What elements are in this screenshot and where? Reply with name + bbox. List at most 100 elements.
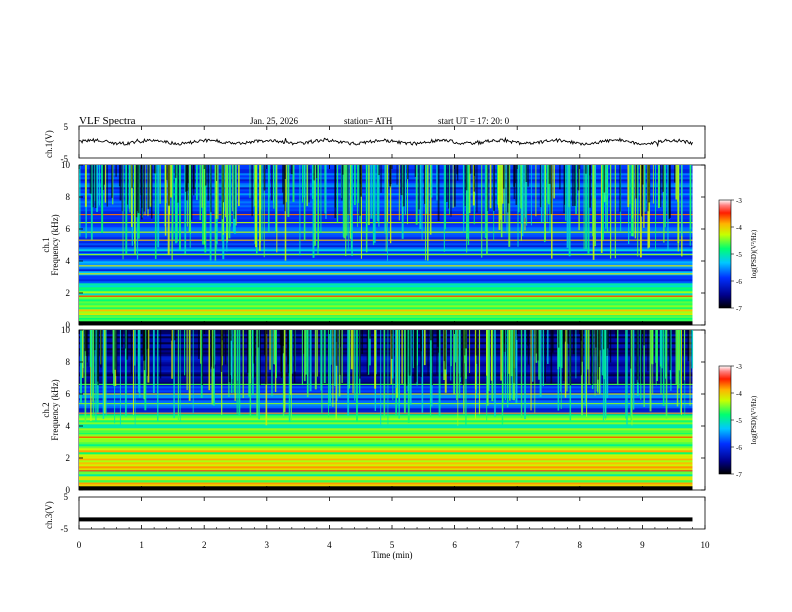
spectrogram-ch2-sferic <box>321 330 323 414</box>
spectrogram-ch2-dark-gap <box>230 330 232 341</box>
spectrogram-ch2-sferic <box>347 330 350 417</box>
spectrogram-ch1-sferic <box>386 165 389 222</box>
spectrogram-ch1-dark-gap <box>572 165 574 207</box>
spectrogram-ch1-sferic <box>520 165 522 209</box>
spectrogram-ch2-sferic <box>238 330 241 416</box>
spectrogram-ch2-dark-gap <box>93 330 96 351</box>
spectrogram-ch2-band <box>79 474 693 477</box>
spectrogram-ch1-sferic <box>285 165 287 203</box>
spectrogram-ch1-sferic <box>202 165 204 245</box>
spectrogram-ch1-sferic <box>378 165 380 227</box>
spectrogram-ch2-band <box>79 430 693 433</box>
spectrogram-ch2-band <box>79 382 693 385</box>
start-time-label: start UT = 17: 20: 0 <box>438 116 510 126</box>
spectrogram-ch1-sferic <box>489 165 492 209</box>
spectrogram-ch2-dark-gap <box>287 330 289 365</box>
spectrogram-ch1-sferic <box>345 165 347 256</box>
spectrogram-ch1-sferic <box>303 165 306 198</box>
spectrogram-ch1-band <box>79 297 693 300</box>
spectrogram-ch1-sferic <box>419 165 422 230</box>
spectrogram-ch2-dark-gap <box>602 330 605 350</box>
spectrogram-ch1-band <box>79 323 693 326</box>
spectrogram-ch2-sferic <box>625 330 627 419</box>
spectrogram-ch2-dark-gap <box>465 330 467 349</box>
spectrogram-ch1-sferic <box>312 165 315 258</box>
spectrogram-ch1-band <box>79 287 693 290</box>
spectrogram-ch2-sferic <box>306 330 309 393</box>
spectrogram-ch2-band <box>79 384 693 387</box>
spectrogram-ch1-dark-gap <box>507 165 509 213</box>
spectrogram-ch1-sferic <box>547 165 549 204</box>
spectrogram-ch1-dark-gap <box>585 165 587 174</box>
spectrogram-ch2-sferic <box>338 330 341 397</box>
spectrogram-ch1-sferic <box>592 165 595 260</box>
spectrogram-ch2-sferic <box>269 330 271 370</box>
spectrogram-ch2-dark-gap <box>569 330 572 386</box>
spectrogram-ch2-sferic <box>677 330 680 389</box>
spectrogram-ch2-dark-gap <box>527 330 530 365</box>
spectrogram-ch2-sferic <box>137 330 139 380</box>
spectrogram-ch2-dark-gap <box>607 330 610 349</box>
spectrogram-ch1-dark-gap <box>450 165 452 217</box>
spectrogram-ch2-sferic <box>643 330 645 407</box>
spectrogram-ch1-sferic <box>602 165 604 240</box>
spectrogram-ch1-sferic <box>568 165 571 257</box>
spectrogram-ch1-ylabel-freq: Frequency (kHz) <box>50 214 60 275</box>
colorbar-ch1-tick-label: -7 <box>736 305 742 313</box>
spectrogram-ch1-sferic <box>228 165 231 239</box>
spectrogram-ch1-sferic <box>385 165 387 252</box>
spectrogram-ch1-sferic <box>496 165 499 205</box>
spectrogram-ch2-dark-gap <box>263 330 266 355</box>
spectrogram-ch2-dark-gap <box>335 330 338 366</box>
spectrogram-ch1-dark-gap <box>187 165 189 184</box>
spectrogram-ch1-dark-gap <box>186 165 188 201</box>
spectrogram-ch1-signal-line <box>79 310 693 312</box>
spectrogram-ch2-signal-line <box>79 457 693 459</box>
colorbar-ch2-label: log(PSD)(V²/Hz) <box>750 395 758 444</box>
spectrogram-ch2-band <box>79 352 693 355</box>
spectrogram-ch1-band <box>79 313 693 316</box>
spectrogram-ch1-sferic <box>306 165 309 207</box>
spectrogram-ch1-dark-gap <box>527 165 529 187</box>
spectrogram-ch1-sferic <box>389 165 392 244</box>
spectrogram-ch1-sferic <box>354 165 356 205</box>
spectrogram-ch2-sferic <box>602 330 604 421</box>
spectrogram-ch2-dark-gap <box>615 330 617 339</box>
spectrogram-ch2-sferic <box>220 330 223 415</box>
spectrogram-ch2-sferic <box>494 330 496 417</box>
spectrogram-ch2-dark-gap <box>224 330 227 365</box>
x-tick-label: 7 <box>515 540 520 550</box>
spectrogram-ch2-sferic <box>233 330 236 393</box>
x-tick-label: 3 <box>265 540 270 550</box>
spectrogram-ch2-band <box>79 480 693 483</box>
spectrogram-ch2-sferic <box>134 330 136 366</box>
spectrogram-ch1-sferic <box>325 165 327 219</box>
spectrogram-ch2-sferic <box>383 330 386 417</box>
spectrogram-ch2-sferic <box>395 330 397 388</box>
spectrogram-ch2-dark-gap <box>562 330 565 382</box>
spectrogram-ch2-band <box>79 468 693 471</box>
spectrogram-ch2-band <box>79 484 693 487</box>
spectrogram-ch2-band <box>79 428 693 431</box>
waveform-ch3-line <box>79 517 693 522</box>
spectrogram-ch2-dark-gap <box>513 330 515 384</box>
spectrogram-ch1-band <box>79 255 693 258</box>
spectrogram-ch1-sferic <box>481 165 483 258</box>
spectrogram-ch2-sferic <box>530 330 532 411</box>
spectrogram-ch2-sferic <box>603 330 605 380</box>
spectrogram-ch1-dark-gap <box>131 165 133 189</box>
spectrogram-ch2-band <box>79 390 693 393</box>
spectrogram-ch2-band <box>79 478 693 481</box>
spectrogram-ch1-dark-gap <box>135 165 138 218</box>
spectrogram-ch2-band <box>79 364 693 367</box>
spectrogram-ch2-band <box>79 464 693 467</box>
spectrogram-ch1-sferic <box>199 165 201 221</box>
spectrogram-ch1-dark-gap <box>674 165 676 183</box>
spectrogram-ch1-sferic <box>543 165 546 222</box>
spectrogram-ch1-dark-gap <box>251 165 253 217</box>
spectrogram-ch1-sferic <box>229 165 232 227</box>
y-tick-label: 6 <box>66 389 71 399</box>
spectrogram-ch1-band <box>79 277 693 280</box>
colorbar-ch1-label: log(PSD)(V²/Hz) <box>750 229 758 278</box>
spectrogram-ch2-band <box>79 346 693 349</box>
